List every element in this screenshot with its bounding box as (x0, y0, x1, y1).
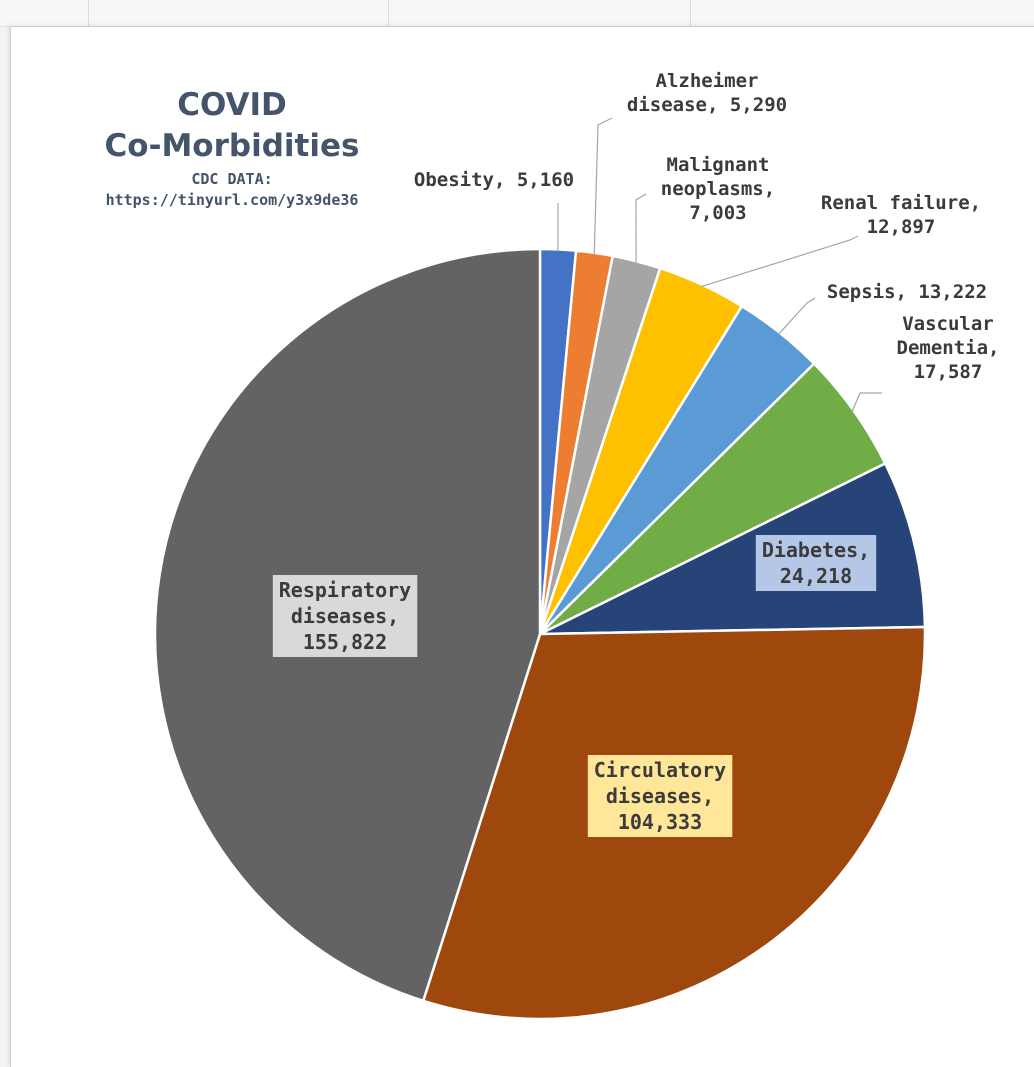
data-label-text: Malignant (667, 154, 770, 176)
data-label-background (272, 575, 418, 657)
data-label-text: diseases, (606, 784, 714, 808)
data-label-background (587, 755, 733, 837)
chart-subtitle-line-1: CDC DATA: (191, 170, 272, 188)
data-label-text: 24,218 (780, 564, 852, 588)
label-leader-lines (557, 117, 882, 413)
data-label-text: Respiratory (279, 578, 411, 602)
data-label-obesity[interactable]: Obesity, 5,160 (414, 169, 574, 191)
data-label-text: Dementia, (897, 337, 1000, 359)
data-label-text: Alzheimer (656, 70, 759, 92)
column-divider (388, 0, 389, 26)
data-label-text: Circulatory (594, 758, 726, 782)
chart-title-line-2: Co-Morbidities (105, 128, 360, 164)
data-label-text: 12,897 (867, 216, 936, 238)
leader-line-renal-failure (701, 235, 859, 288)
data-label-text: 7,003 (689, 202, 746, 224)
leader-line-vascular-dementia (851, 392, 882, 413)
data-label-text: 155,822 (303, 630, 387, 654)
data-label-text: Sepsis, 13,222 (827, 281, 987, 303)
chart-title-line-1: COVID (177, 87, 287, 123)
data-label-background (755, 535, 877, 591)
leader-line-sepsis (778, 297, 816, 335)
data-label-text: 104,333 (618, 810, 702, 834)
data-label-text: disease, 5,290 (627, 94, 787, 116)
data-label-renal-failure[interactable]: Renal failure,12,897 (821, 192, 981, 238)
leader-line-malignant-neoplasms (635, 193, 647, 264)
column-divider (88, 0, 89, 26)
chart-title: COVID Co-Morbidities CDC DATA: https://t… (105, 87, 360, 209)
pie-slices (153, 247, 927, 1021)
data-label-text: diseases, (291, 604, 399, 628)
data-label-diabetes[interactable]: Diabetes,24,218 (755, 535, 877, 591)
data-label-text: 17,587 (914, 361, 983, 383)
chart-subtitle-line-2: https://tinyurl.com/y3x9de36 (106, 191, 359, 209)
leader-line-alzheimer-disease (593, 117, 613, 255)
column-divider (690, 0, 691, 26)
data-label-text: Diabetes, (762, 538, 870, 562)
data-label-text: neoplasms, (661, 178, 775, 200)
data-label-text: Vascular (902, 313, 994, 335)
pie-slice-diabetes[interactable] (538, 462, 927, 636)
data-label-text: Renal failure, (821, 192, 981, 214)
data-label-text: Obesity, 5,160 (414, 169, 574, 191)
data-label-sepsis[interactable]: Sepsis, 13,222 (827, 281, 987, 303)
